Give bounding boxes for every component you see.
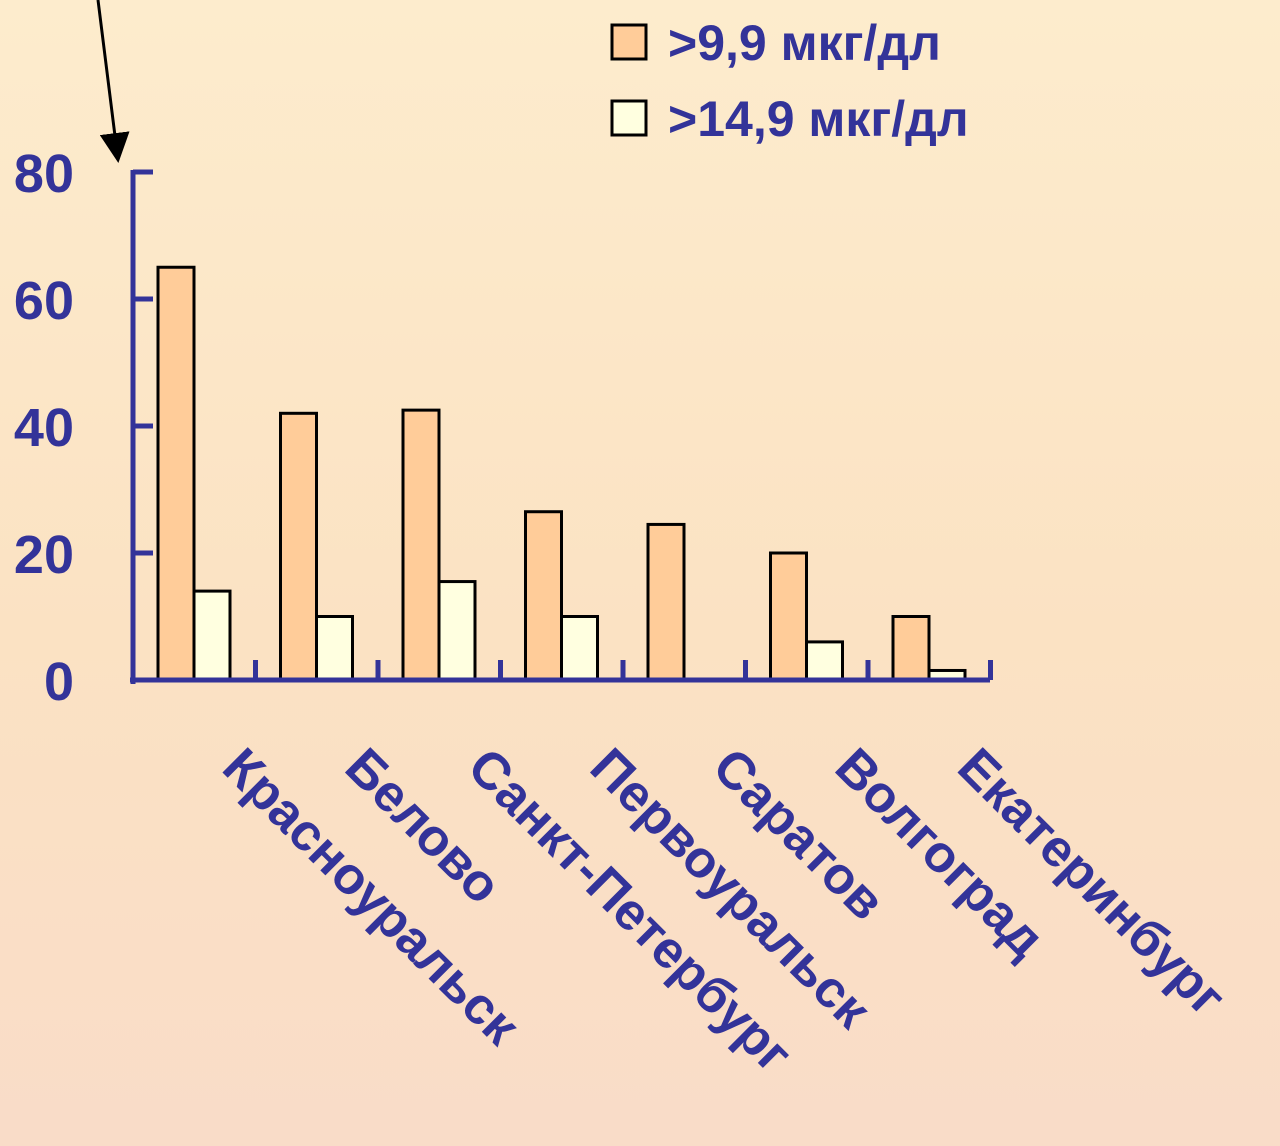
bar-series-2-4 (560, 615, 599, 682)
bars-group (156, 265, 967, 682)
bar-series-1-7 (891, 615, 931, 682)
y-tick-label-60: 60 (14, 271, 74, 331)
legend-item-series-2: >14,9 мкг/дл (610, 91, 969, 147)
legend-item-series-1: >9,9 мкг/дл (610, 15, 941, 71)
y-tick-label-80: 80 (14, 144, 74, 204)
bar-series-1-3 (401, 408, 441, 682)
y-tick-label-20: 20 (14, 525, 74, 585)
bar-series-1-5 (646, 522, 686, 682)
x-axis: КрасноуральскБеловоСанкт-ПетербургПервоу… (130, 660, 1237, 1084)
legend-swatch-series-1 (610, 23, 648, 61)
legend: >9,9 мкг/дл >14,9 мкг/дл (610, 15, 969, 147)
bar-series-2-6 (805, 640, 844, 682)
y-tick-label-40: 40 (14, 398, 74, 458)
legend-label-series-2: >14,9 мкг/дл (668, 91, 969, 147)
bar-series-1-1 (156, 265, 196, 682)
bar-series-1-2 (279, 411, 318, 682)
legend-label-series-1: >9,9 мкг/дл (668, 15, 941, 71)
legend-swatch-series-2 (610, 99, 648, 137)
bar-series-2-2 (315, 615, 354, 682)
pointer-arrow (96, 0, 130, 163)
bar-series-1-6 (769, 551, 808, 682)
bar-series-2-3 (437, 580, 477, 682)
bar-series-1-4 (524, 510, 563, 682)
bar-series-2-1 (192, 589, 232, 682)
y-axis: 0 20 40 60 80 (14, 144, 153, 712)
y-tick-label-0: 0 (44, 652, 74, 712)
